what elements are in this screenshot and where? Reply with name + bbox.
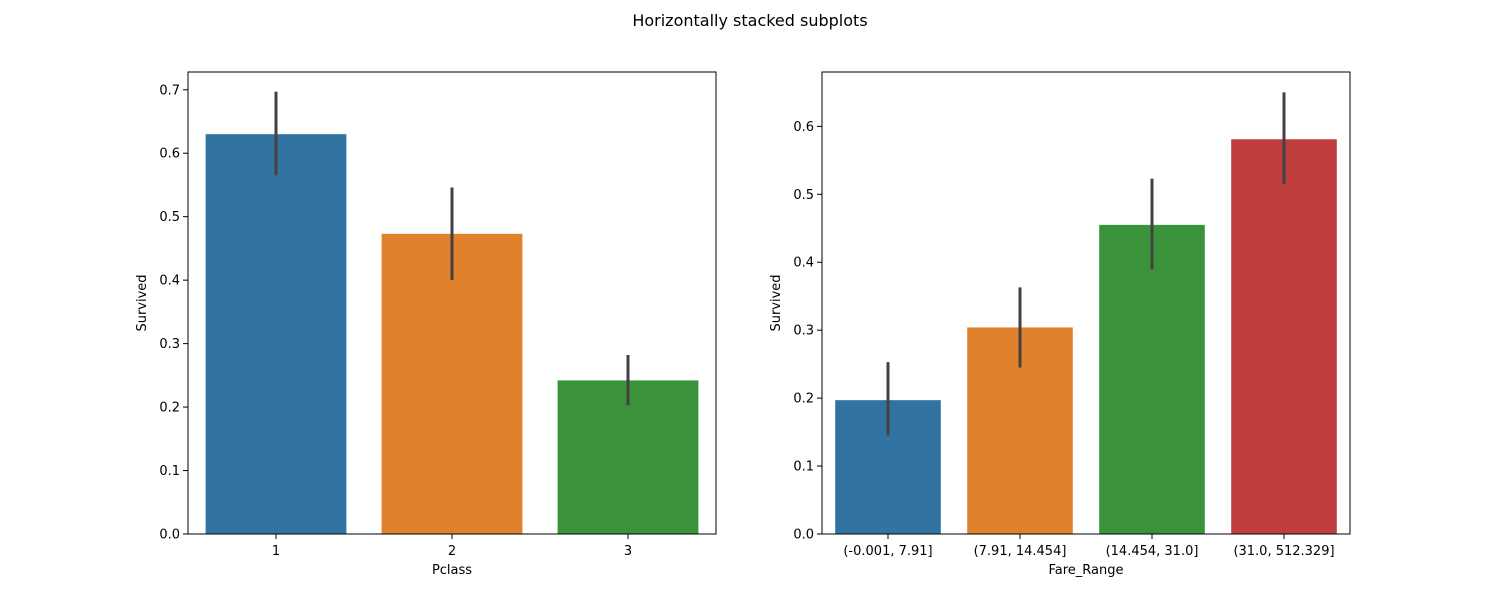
y-tick-label: 0.0 [159,528,180,543]
x-axis-label: Fare_Range [1048,563,1123,578]
y-tick-label: 0.4 [793,256,814,271]
y-tick-label: 0.3 [793,324,814,339]
y-tick-label: 0.3 [159,337,180,352]
y-tick-label: 0.5 [793,188,814,203]
x-tick-label: (-0.001, 7.91] [843,544,932,559]
y-tick-label: 0.2 [159,401,180,416]
y-tick-label: 0.1 [159,464,180,479]
y-tick-label: 0.0 [793,528,814,543]
bar [205,134,347,534]
y-tick-label: 0.7 [159,83,180,98]
y-tick-label: 0.1 [793,460,814,475]
x-tick-label: (14.454, 31.0] [1106,544,1199,559]
x-axis-label: Pclass [432,563,472,578]
y-tick-label: 0.2 [793,392,814,407]
figure-title: Horizontally stacked subplots [632,11,867,30]
y-tick-label: 0.6 [159,147,180,162]
x-tick-label: 2 [448,544,456,559]
axes-frame [821,71,1351,535]
x-tick-label: 1 [272,544,280,559]
bar [557,380,699,534]
bar [1231,139,1337,534]
y-tick-label: 0.5 [159,210,180,225]
bar [1099,224,1205,534]
subplot-fare-range: 0.0 0.1 0.2 0.3 0.4 0.5 0.6 (-0.001, 7.91] (7.91… [769,71,1351,578]
y-tick-label: 0.4 [159,274,180,289]
x-tick-label: 3 [624,544,632,559]
y-tick-label: 0.6 [793,120,814,135]
x-tick-label: (7.91, 14.454] [974,544,1067,559]
subplot-pclass: 0.0 0.1 0.2 0.3 0.4 0.5 0.6 0.7 1 2 3 Pclass Survive… [135,71,717,578]
x-tick-label: (31.0, 512.329] [1233,544,1334,559]
bar [381,233,523,535]
y-axis-label: Survived [135,274,150,331]
y-axis-label: Survived [769,274,784,331]
